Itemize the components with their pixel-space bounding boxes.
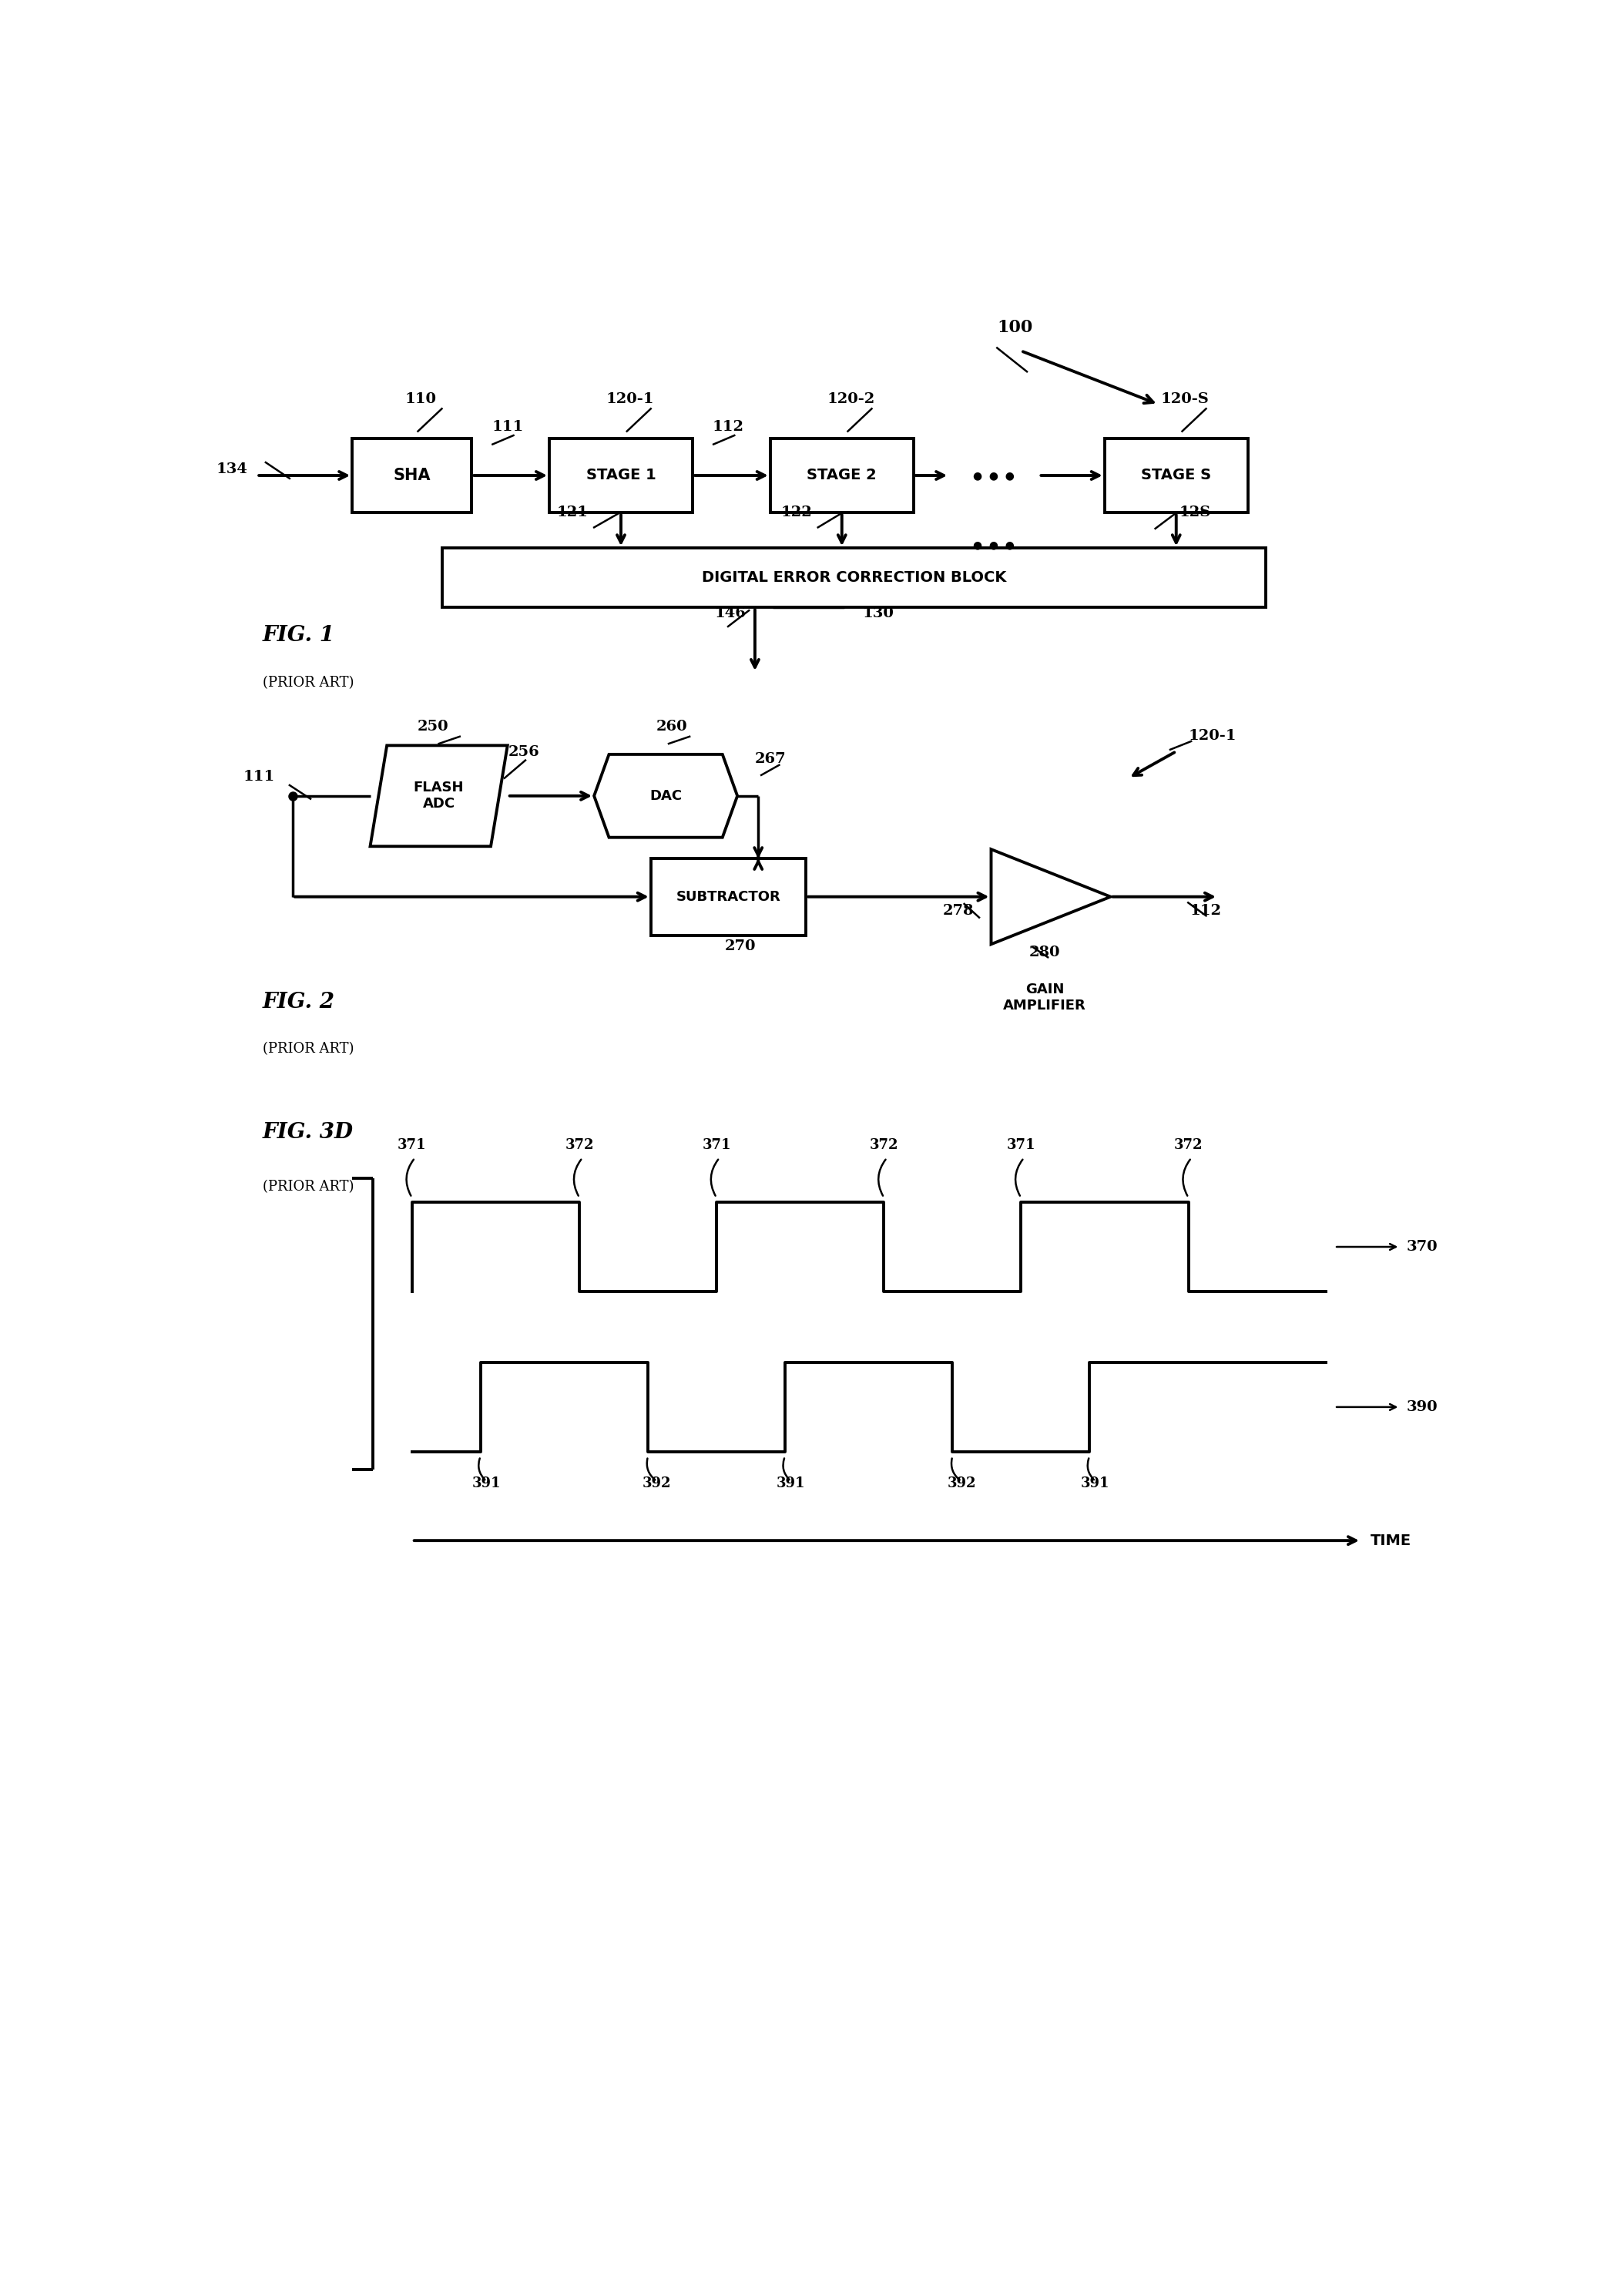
Text: 267: 267 [755,753,786,766]
Text: 390: 390 [1406,1401,1437,1414]
Text: 391: 391 [473,1476,500,1489]
Text: 370: 370 [1406,1241,1437,1255]
Text: DAC: DAC [650,789,682,803]
Text: GAIN
AMPLIFIER: GAIN AMPLIFIER [1004,983,1086,1013]
Text: 110: 110 [404,392,437,406]
Text: STAGE 1: STAGE 1 [586,468,656,484]
Text: 146: 146 [715,607,745,620]
Text: 371: 371 [398,1138,427,1152]
Text: 111: 111 [244,771,274,785]
Text: STAGE S: STAGE S [1142,468,1212,484]
Bar [352,438,471,513]
Text: 256: 256 [508,746,539,760]
Text: 392: 392 [947,1476,976,1489]
Text: 134: 134 [216,463,248,477]
Text: 120-1: 120-1 [1189,728,1236,744]
Text: STAGE 2: STAGE 2 [807,468,877,484]
Text: SUBTRACTOR: SUBTRACTOR [676,890,781,903]
Text: 112: 112 [713,420,744,433]
Text: 372: 372 [869,1138,898,1152]
Polygon shape [594,755,737,837]
Text: (PRIOR ART): (PRIOR ART) [263,1042,354,1056]
Bar [651,858,806,935]
Text: 372: 372 [565,1138,594,1152]
Text: SHA: SHA [393,468,430,484]
Text: 12S: 12S [1179,506,1212,520]
Text: 392: 392 [643,1476,671,1489]
Text: 122: 122 [781,506,812,520]
Text: DIGITAL ERROR CORRECTION BLOCK: DIGITAL ERROR CORRECTION BLOCK [702,570,1007,586]
Text: 260: 260 [656,721,687,734]
Bar [770,438,913,513]
Text: FIG. 3D: FIG. 3D [263,1122,354,1143]
Text: 111: 111 [492,420,523,433]
Bar [1104,438,1247,513]
Text: ●  ●  ●: ● ● ● [973,470,1015,481]
Text: (PRIOR ART): (PRIOR ART) [263,1179,354,1193]
Text: FIG. 1: FIG. 1 [263,625,335,646]
Text: 371: 371 [1007,1138,1036,1152]
Text: 278: 278 [942,903,974,917]
Text: 120-1: 120-1 [606,392,654,406]
Text: 121: 121 [557,506,588,520]
Text: ●  ●  ●: ● ● ● [973,541,1015,550]
Text: 270: 270 [724,940,755,953]
Polygon shape [991,849,1111,944]
Text: 100: 100 [997,319,1033,335]
Text: 112: 112 [1190,903,1221,917]
Bar [549,438,692,513]
Polygon shape [370,746,507,846]
Text: FIG. 2: FIG. 2 [263,992,335,1013]
Text: TIME: TIME [1371,1533,1411,1549]
Text: 280: 280 [1030,944,1060,958]
Text: 120-S: 120-S [1161,392,1210,406]
Text: 372: 372 [1174,1138,1203,1152]
Text: 371: 371 [702,1138,731,1152]
Text: 391: 391 [776,1476,806,1489]
Text: 130: 130 [862,607,893,620]
Text: (PRIOR ART): (PRIOR ART) [263,675,354,689]
Text: 391: 391 [1082,1476,1109,1489]
Text: FLASH
ADC: FLASH ADC [414,780,464,810]
Text: 120-2: 120-2 [827,392,875,406]
Text: 250: 250 [417,721,448,734]
Bar [442,547,1265,607]
